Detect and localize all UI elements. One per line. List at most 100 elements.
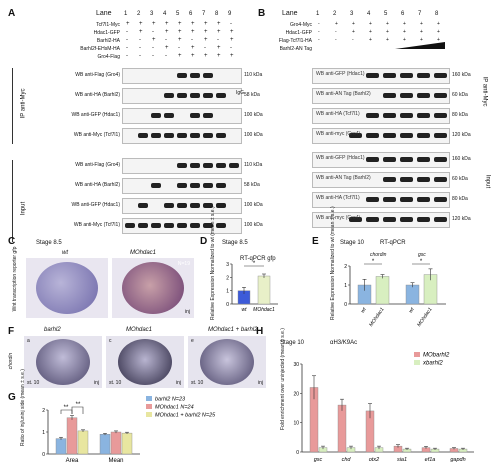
condition-mark: - <box>152 29 154 35</box>
condition-label: Hdac1-GFP <box>93 30 120 36</box>
blot-row-kda: 100 kDa <box>244 202 263 208</box>
legend-label: barhl2 N=23 <box>155 397 186 403</box>
condition-mark: + <box>420 29 423 35</box>
bar <box>375 276 390 305</box>
blot-band <box>434 157 447 162</box>
blot-row-label: WB anti-Flag (Gro4) <box>75 72 120 78</box>
condition-mark: - <box>318 37 320 43</box>
condition-mark: + <box>139 21 143 27</box>
blot-row-kda: 60 kDa <box>452 92 468 98</box>
bar <box>99 434 111 455</box>
blot-row <box>312 212 450 228</box>
condition-label: Gro4-Flag <box>97 54 120 60</box>
blot-row <box>122 218 242 234</box>
panel-h-chart: 0 10 20 30 gsc chd otx2 sia1 ef1a gapdh MObarhl2 xb… <box>293 352 474 463</box>
blot-band <box>151 183 161 188</box>
panel-d-stage: Stage 8.5 <box>222 240 248 246</box>
legend-swatch <box>414 360 420 365</box>
condition-mark: - <box>335 29 337 35</box>
condition-mark: - <box>178 45 180 51</box>
y-tick-label: 30 <box>293 362 299 368</box>
sig-mark: * <box>420 259 423 265</box>
panel-a-ip-bracket <box>12 68 16 144</box>
blot-band <box>366 133 379 138</box>
panel-f-image-stage: st. 10 <box>27 380 40 386</box>
bar <box>66 417 78 455</box>
blot-band <box>383 197 396 202</box>
blot-row <box>122 158 242 174</box>
panel-c-ylabel: Wnt transcription reporter gfp <box>12 246 18 312</box>
blot-row <box>312 128 450 144</box>
panel-c-image-mo: N=19 inj <box>112 258 194 318</box>
blot-band <box>383 217 396 222</box>
condition-mark: - <box>217 37 219 43</box>
condition-mark: - <box>139 37 141 43</box>
lane-number: 7 <box>418 11 422 17</box>
condition-mark: + <box>403 21 406 27</box>
blot-row-label: WB anti-GFP (Hdac1) <box>71 112 120 118</box>
x-category-label: Area <box>66 458 79 464</box>
blot-row <box>312 192 450 208</box>
condition-label: Flag-Tcf7l1-HA <box>278 38 312 44</box>
panel-f-image-stage: st. 10 <box>109 380 122 386</box>
blot-band <box>190 183 200 188</box>
condition-mark: - <box>126 29 128 35</box>
y-tick-label: 0 <box>226 302 229 308</box>
condition-mark: + <box>352 29 355 35</box>
panel-f-label: F <box>8 326 15 337</box>
blot-band <box>417 197 430 202</box>
blot-row-label: WB anti-AN Tag (Barhl2) <box>316 175 371 181</box>
blot-band <box>151 133 161 138</box>
panel-a-igg-label: IgG <box>236 90 245 96</box>
panel-f-image-title: MOhdac1 + barhl2 <box>208 327 258 333</box>
blot-row-label: WB anti-myc (Gro4) <box>316 215 361 221</box>
condition-mark: + <box>352 21 355 27</box>
embryo <box>118 339 172 385</box>
panel-f-image: c st. 10 inj <box>106 336 184 388</box>
blot-band <box>190 73 200 78</box>
panel-e-gene-1: chordin <box>370 252 387 258</box>
panel-g-chart: 0 1 2 Area Mean ** ** barhl2 N=23 MOhdac1 N=24 MO… <box>42 396 216 464</box>
blot-band <box>400 157 413 162</box>
condition-mark: + <box>204 37 208 43</box>
bar <box>337 404 347 453</box>
condition-mark: + <box>165 45 169 51</box>
blot-band <box>190 133 200 138</box>
condition-mark: - <box>139 53 141 59</box>
blot-band <box>229 163 239 168</box>
condition-mark: + <box>335 21 338 27</box>
blot-band <box>203 113 213 118</box>
blot-row <box>122 128 242 144</box>
blot-band <box>177 163 187 168</box>
blot-band <box>400 197 413 202</box>
blot-band <box>216 93 226 98</box>
panel-a-label: A <box>8 8 16 19</box>
sig-mark: ** <box>64 405 69 411</box>
panel-c-title-wt: wt <box>62 250 68 256</box>
blot-row <box>312 172 450 188</box>
blot-row-kda: 100 kDa <box>244 222 263 228</box>
blot-row-label: WB anti-Flag (Gro4) <box>75 162 120 168</box>
x-category-label: MOhdac1 <box>253 307 275 313</box>
blot-band <box>203 183 213 188</box>
blot-band <box>125 223 135 228</box>
condition-mark: + <box>386 29 389 35</box>
panel-f-image-title: MOhdac1 <box>126 327 153 333</box>
condition-label: Gro4-Myc <box>290 22 312 28</box>
panel-f-image-title: barhl2 <box>44 327 61 333</box>
embryo-mo <box>122 262 184 314</box>
blot-row-label: WB anti-GFP (Hdac1) <box>316 71 365 77</box>
sig-mark: ** <box>76 402 81 408</box>
y-tick-label: 20 <box>293 391 299 397</box>
bar <box>257 275 271 305</box>
panel-b-label: B <box>258 8 266 19</box>
lane-number: 8 <box>435 11 439 17</box>
legend-swatch <box>146 412 152 417</box>
blot-band <box>177 93 187 98</box>
blot-row-label: WB anti-AN Tag (Barhl2) <box>316 91 371 97</box>
condition-mark: + <box>204 21 208 27</box>
blot-row-label: WB anti-HA (Barhl2) <box>74 182 120 188</box>
blot-row-kda: 110 kDa <box>244 72 263 78</box>
blot-band <box>366 157 379 162</box>
y-tick-label: 0 <box>296 450 299 456</box>
